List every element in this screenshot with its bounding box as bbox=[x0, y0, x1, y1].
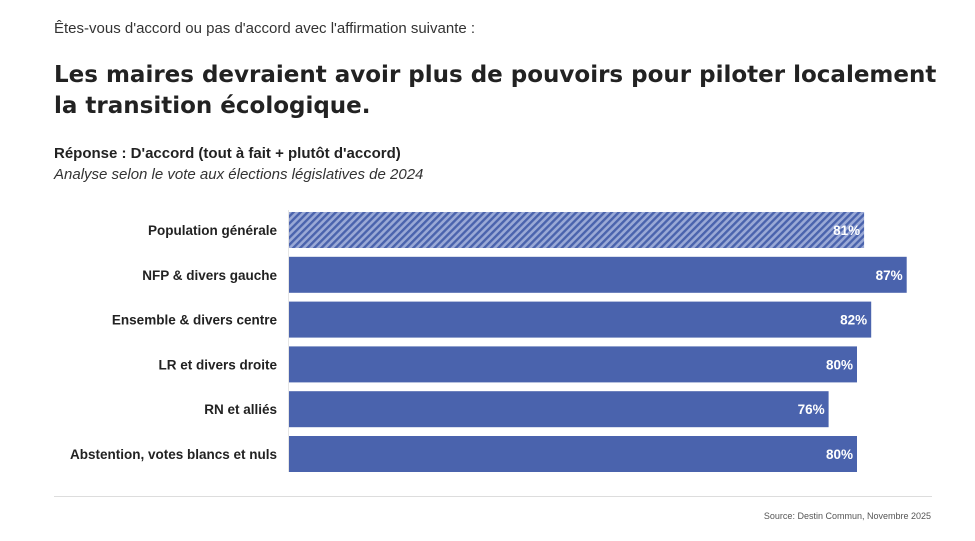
category-label: Ensemble & divers centre bbox=[112, 313, 278, 328]
category-label: Abstention, votes blancs et nuls bbox=[70, 447, 277, 462]
chart-title: Les maires devraient avoir plus de pouvo… bbox=[54, 62, 937, 119]
bar bbox=[289, 301, 872, 338]
category-label: Population générale bbox=[148, 223, 278, 238]
value-label: 81% bbox=[833, 223, 860, 238]
source-note: Source: Destin Commun, Novembre 2025 bbox=[763, 511, 931, 521]
bar bbox=[289, 391, 829, 428]
bars-group: Population générale 81% NFP & divers gauch… bbox=[70, 212, 907, 472]
bar-chart: Population générale 81% NFP & divers gauch… bbox=[70, 210, 907, 472]
bar bbox=[289, 212, 865, 248]
value-label: 87% bbox=[876, 268, 903, 283]
value-label: 76% bbox=[798, 402, 825, 417]
question-text: Êtes-vous d'accord ou pas d'accord avec … bbox=[54, 20, 476, 37]
bar bbox=[289, 346, 857, 383]
value-label: 80% bbox=[826, 447, 853, 462]
value-label: 82% bbox=[840, 313, 867, 328]
footer-divider bbox=[54, 496, 932, 497]
chart-subtitle-italic: Analyse selon le vote aux élections légi… bbox=[54, 166, 424, 183]
category-label: LR et divers droite bbox=[158, 357, 277, 372]
bar bbox=[289, 436, 857, 472]
category-label: RN et alliés bbox=[204, 402, 277, 417]
bar bbox=[289, 256, 907, 293]
value-label: 80% bbox=[826, 357, 853, 372]
chart-subtitle: Réponse : D'accord (tout à fait + plutôt… bbox=[54, 145, 401, 162]
category-label: NFP & divers gauche bbox=[142, 268, 277, 283]
